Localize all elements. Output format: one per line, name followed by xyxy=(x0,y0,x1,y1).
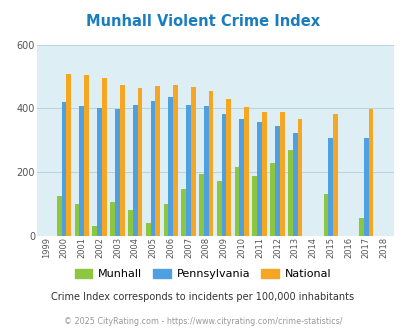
Bar xyxy=(261,112,266,236)
Bar xyxy=(244,107,248,236)
Bar xyxy=(216,181,221,236)
Bar xyxy=(97,108,102,236)
Bar xyxy=(297,118,302,236)
Bar xyxy=(323,193,328,236)
Bar xyxy=(234,167,239,236)
Bar xyxy=(363,138,368,236)
Bar xyxy=(203,106,208,236)
Bar xyxy=(221,114,226,236)
Bar xyxy=(274,126,279,236)
Bar xyxy=(358,218,363,236)
Bar xyxy=(270,163,274,236)
Bar xyxy=(150,101,155,236)
Bar xyxy=(92,226,97,236)
Bar xyxy=(252,176,257,236)
Bar xyxy=(168,97,173,236)
Bar xyxy=(332,114,337,236)
Bar xyxy=(328,138,332,236)
Bar xyxy=(239,119,244,236)
Bar xyxy=(119,85,124,236)
Bar xyxy=(66,74,71,236)
Bar xyxy=(287,150,292,236)
Text: Crime Index corresponds to incidents per 100,000 inhabitants: Crime Index corresponds to incidents per… xyxy=(51,292,354,302)
Bar xyxy=(57,196,62,236)
Bar xyxy=(137,88,142,236)
Text: © 2025 CityRating.com - https://www.cityrating.com/crime-statistics/: © 2025 CityRating.com - https://www.city… xyxy=(64,316,341,326)
Bar xyxy=(190,87,195,236)
Bar xyxy=(79,106,84,236)
Bar xyxy=(198,174,203,236)
Bar xyxy=(145,222,150,236)
Bar xyxy=(132,105,137,236)
Bar xyxy=(368,109,373,236)
Bar xyxy=(185,105,190,236)
Bar xyxy=(84,75,89,236)
Bar xyxy=(208,91,213,236)
Bar xyxy=(163,204,168,236)
Legend: Munhall, Pennsylvania, National: Munhall, Pennsylvania, National xyxy=(70,265,335,284)
Bar xyxy=(128,211,132,236)
Bar xyxy=(257,122,261,236)
Bar xyxy=(62,102,66,236)
Bar xyxy=(226,99,231,236)
Bar xyxy=(173,85,177,236)
Bar xyxy=(75,204,79,236)
Bar xyxy=(279,113,284,236)
Bar xyxy=(115,109,119,236)
Bar xyxy=(102,78,107,236)
Bar xyxy=(110,203,115,236)
Bar xyxy=(292,133,297,236)
Text: Munhall Violent Crime Index: Munhall Violent Crime Index xyxy=(86,14,319,29)
Bar xyxy=(155,86,160,236)
Bar xyxy=(181,189,185,236)
